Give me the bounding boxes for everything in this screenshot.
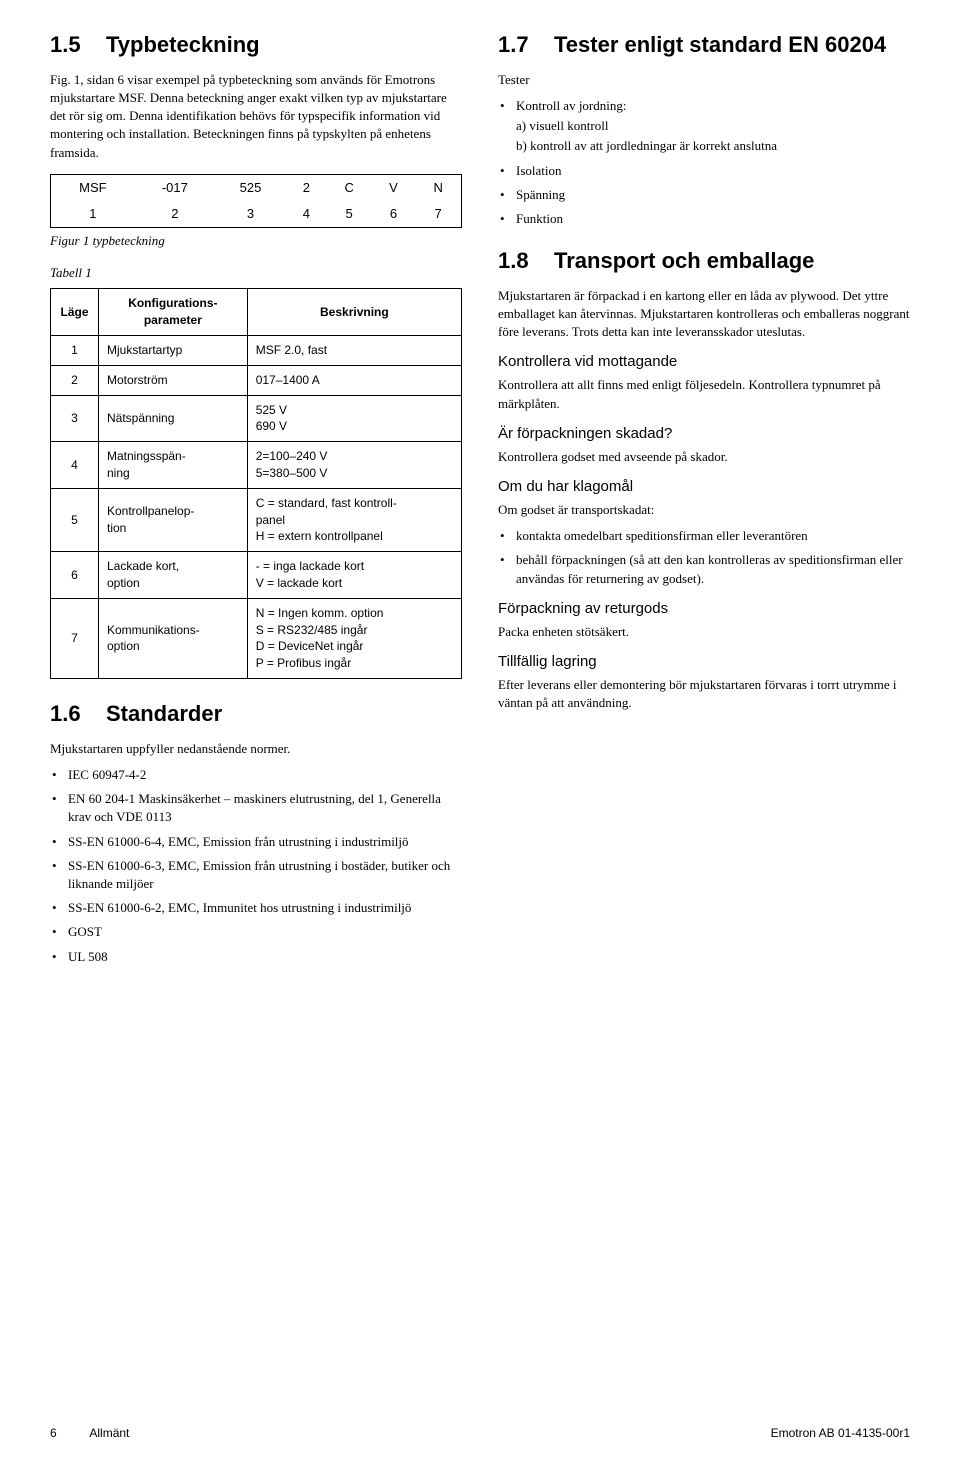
s18-p1: Mjukstartaren är förpackad i en kartong …: [498, 287, 910, 342]
th-param: Konfigurations- parameter: [99, 289, 248, 336]
fig-cell: N: [415, 174, 461, 201]
typbeteckning-figure-table: MSF -017 525 2 C V N 1 2 3 4 5 6 7: [50, 174, 462, 228]
th-desc: Beskrivning: [247, 289, 461, 336]
cell-lage: 2: [51, 365, 99, 395]
sub-list-item: a) visuell kontroll: [516, 117, 910, 135]
footer-section: Allmänt: [89, 1426, 129, 1440]
cell-desc: 2=100–240 V 5=380–500 V: [247, 442, 461, 489]
p-lagring: Efter leverans eller demontering bör mju…: [498, 676, 910, 712]
fig-row-2: 1 2 3 4 5 6 7: [51, 201, 462, 228]
fig-cell: 6: [372, 201, 416, 228]
section-title: Tester enligt standard EN 60204: [554, 30, 910, 61]
klagomal-list: kontakta omedelbart speditionsfirman ell…: [498, 527, 910, 588]
section-1-8-heading: 1.8 Transport och emballage: [498, 246, 910, 277]
cell-param: Matningsspän- ning: [99, 442, 248, 489]
table-row: 5Kontrollpanelop- tionC = standard, fast…: [51, 488, 462, 551]
list-item: Funktion: [498, 210, 910, 228]
section-1-5-heading: 1.5 Typbeteckning: [50, 30, 462, 61]
table-row: 2Motorström017–1400 A: [51, 365, 462, 395]
cell-param: Mjukstartartyp: [99, 336, 248, 366]
fig-cell: 4: [286, 201, 327, 228]
page-number: 6: [50, 1426, 57, 1440]
s16-paragraph: Mjukstartaren uppfyller nedanstående nor…: [50, 740, 462, 758]
section-num: 1.7: [498, 30, 554, 61]
table-row: 4Matningsspän- ning2=100–240 V 5=380–500…: [51, 442, 462, 489]
list-item: IEC 60947-4-2: [50, 766, 462, 784]
section-num: 1.8: [498, 246, 554, 277]
fig-cell: 2: [286, 174, 327, 201]
list-item: Isolation: [498, 162, 910, 180]
cell-param: Nätspänning: [99, 395, 248, 442]
cell-desc: C = standard, fast kontroll- panel H = e…: [247, 488, 461, 551]
p-klagomal: Om godset är transportskadat:: [498, 501, 910, 519]
cell-desc: 525 V 690 V: [247, 395, 461, 442]
fig-cell: 7: [415, 201, 461, 228]
cell-desc: 017–1400 A: [247, 365, 461, 395]
cell-param: Kontrollpanelop- tion: [99, 488, 248, 551]
h3-kontrollera: Kontrollera vid mottagande: [498, 351, 910, 372]
page-footer: 6 Allmänt Emotron AB 01-4135-00r1: [50, 1425, 910, 1442]
s17-lead: Tester: [498, 71, 910, 89]
section-title: Standarder: [106, 699, 462, 730]
standards-list: IEC 60947-4-2 EN 60 204-1 Maskinsäkerhet …: [50, 766, 462, 966]
h3-lagring: Tillfällig lagring: [498, 651, 910, 672]
fig-cell: 3: [215, 201, 286, 228]
figure-1-caption: Figur 1 typbeteckning: [50, 232, 462, 250]
cell-lage: 3: [51, 395, 99, 442]
tabell-1-label: Tabell 1: [50, 264, 462, 282]
list-item: Kontroll av jordning:a) visuell kontroll…: [498, 97, 910, 156]
cell-lage: 4: [51, 442, 99, 489]
table-row: 3Nätspänning525 V 690 V: [51, 395, 462, 442]
fig-cell: 525: [215, 174, 286, 201]
section-title: Transport och emballage: [554, 246, 910, 277]
tests-list: Kontroll av jordning:a) visuell kontroll…: [498, 97, 910, 228]
th-lage: Läge: [51, 289, 99, 336]
section-num: 1.5: [50, 30, 106, 61]
list-item: Spänning: [498, 186, 910, 204]
list-item: SS-EN 61000-6-3, EMC, Emission från utru…: [50, 857, 462, 893]
section-num: 1.6: [50, 699, 106, 730]
p-forpack: Kontrollera godset med avseende på skado…: [498, 448, 910, 466]
list-item: SS-EN 61000-6-4, EMC, Emission från utru…: [50, 833, 462, 851]
table-row: 7Kommunikations- optionN = Ingen komm. o…: [51, 598, 462, 678]
section-title: Typbeteckning: [106, 30, 462, 61]
fig-cell: 1: [51, 201, 135, 228]
config-table: Läge Konfigurations- parameter Beskrivni…: [50, 288, 462, 679]
p-kontrollera: Kontrollera att allt finns med enligt fö…: [498, 376, 910, 412]
cell-param: Lackade kort, option: [99, 552, 248, 599]
list-item: UL 508: [50, 948, 462, 966]
cell-desc: N = Ingen komm. option S = RS232/485 ing…: [247, 598, 461, 678]
cell-param: Motorström: [99, 365, 248, 395]
cell-desc: - = inga lackade kort V = lackade kort: [247, 552, 461, 599]
cell-lage: 5: [51, 488, 99, 551]
cell-desc: MSF 2.0, fast: [247, 336, 461, 366]
h3-returgods: Förpackning av returgods: [498, 598, 910, 619]
cell-lage: 1: [51, 336, 99, 366]
fig-cell: MSF: [51, 174, 135, 201]
cell-param: Kommunikations- option: [99, 598, 248, 678]
sub-list-item: b) kontroll av att jordledningar är korr…: [516, 137, 910, 155]
fig-cell: V: [372, 174, 416, 201]
cell-lage: 7: [51, 598, 99, 678]
section-1-6-heading: 1.6 Standarder: [50, 699, 462, 730]
table-row: 1MjukstartartypMSF 2.0, fast: [51, 336, 462, 366]
s15-paragraph: Fig. 1, sidan 6 visar exempel på typbete…: [50, 71, 462, 162]
cell-lage: 6: [51, 552, 99, 599]
p-retur: Packa enheten stötsäkert.: [498, 623, 910, 641]
list-item: GOST: [50, 923, 462, 941]
fig-cell: 5: [327, 201, 372, 228]
fig-cell: -017: [135, 174, 215, 201]
h3-forpackning-skadad: Är förpackningen skadad?: [498, 423, 910, 444]
section-1-7-heading: 1.7 Tester enligt standard EN 60204: [498, 30, 910, 61]
list-item: SS-EN 61000-6-2, EMC, Immunitet hos utru…: [50, 899, 462, 917]
fig-cell: 2: [135, 201, 215, 228]
list-item: kontakta omedelbart speditionsfirman ell…: [498, 527, 910, 545]
fig-row-1: MSF -017 525 2 C V N: [51, 174, 462, 201]
list-item: behåll förpackningen (så att den kan kon…: [498, 551, 910, 587]
h3-klagomal: Om du har klagomål: [498, 476, 910, 497]
fig-cell: C: [327, 174, 372, 201]
list-item: EN 60 204-1 Maskinsäkerhet – maskiners e…: [50, 790, 462, 826]
table-row: 6Lackade kort, option- = inga lackade ko…: [51, 552, 462, 599]
footer-docid: Emotron AB 01-4135-00r1: [771, 1425, 910, 1442]
